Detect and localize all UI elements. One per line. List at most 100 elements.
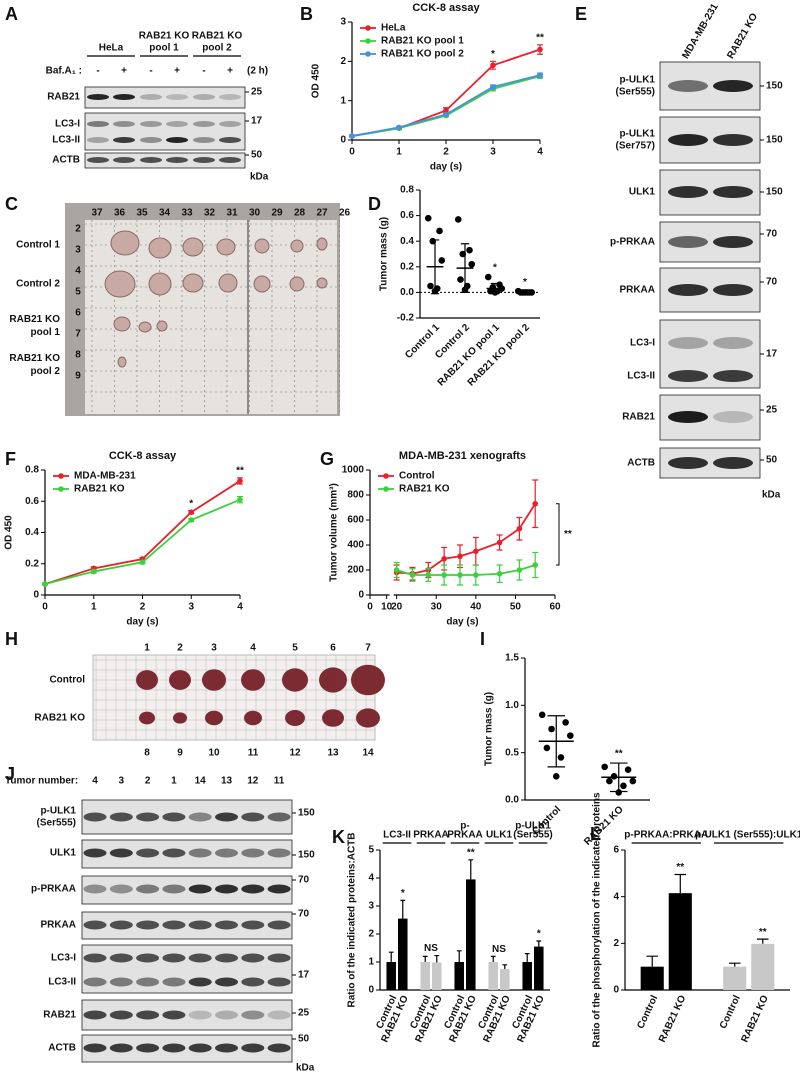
x-tick-label: RAB21 KO [582,804,626,848]
tumor [148,272,172,296]
x-tick-label: 3 [188,602,194,613]
row-label: p-PRKAA [610,237,655,248]
lane-label: 4 [92,776,98,787]
tumor-number: 8 [144,748,150,759]
row-label: RAB21 KO [34,713,85,724]
data-point [624,766,632,774]
lane-label: 3 [119,776,125,787]
ruler-number: 27 [316,208,328,219]
tumor-number: 12 [289,748,301,759]
data-point [562,719,569,726]
y-tick-label: 4 [613,891,619,902]
y-tick-label: -0.2 [397,313,415,324]
ruler-number: 30 [249,208,261,219]
blot-band [713,236,753,248]
y-tick-label: 3 [368,901,374,912]
blot-band [215,812,238,822]
blot-band [668,411,708,423]
x-tick-label: RAB21 KO [740,994,771,1045]
error-bar [524,953,530,962]
data-point [490,62,496,69]
blot-band [668,134,708,146]
bar [751,943,775,990]
tumor [319,667,347,693]
y-tick-label: 1 [368,957,374,968]
y-tick-label: 3 [340,17,346,28]
annotation: * [523,277,527,288]
blot-band [668,236,708,248]
blot-band [162,1043,186,1053]
ruler-number: 8 [75,350,81,361]
tumor-number: 2 [177,643,183,654]
x-tick-label: 30 [431,602,443,613]
y-tick-label: 800 [347,490,364,501]
tumor [138,321,152,333]
blot-band [215,884,238,894]
row-label: pool 1 [31,327,61,338]
blot-band [87,157,109,163]
tumor [244,710,262,726]
tumor-number: 9 [177,748,183,759]
row-label: RAB21 KO [9,353,60,364]
blot-band [668,284,708,296]
sd-bar [520,290,530,294]
ruler-number: 32 [204,208,216,219]
lane-group: RAB21 KO [139,31,190,42]
tumor-number: 14 [362,748,374,759]
bar [398,918,408,990]
tumor [117,356,127,368]
lane-label: Tumor number: [5,776,78,787]
lane-group: pool 1 [149,43,179,54]
tumor-number: 1 [144,643,150,654]
size-marker: 70 [298,875,310,886]
y-tick-label: 0.4 [25,527,39,538]
annotation: NS [424,943,438,954]
blot-band [241,953,265,963]
size-marker: 70 [766,229,778,240]
x-tick-label: 3 [490,147,496,158]
size-marker: 50 [251,150,263,161]
blot-band [668,80,708,92]
group-label: p-ULK1 (Ser555):ULK1 [695,830,800,841]
series-line [396,503,536,575]
data-point [516,567,523,573]
size-marker: 70 [298,909,310,920]
x-tick-label: Control [635,994,660,1031]
blot-band [713,134,753,146]
data-point [538,711,546,719]
row-label: p-ULK1 [619,129,655,140]
blot-band [188,1043,212,1053]
chart-title: MDA-MB-231 xenografts [399,450,526,462]
data-point [457,553,463,560]
blot-band [193,157,215,163]
blot-band [188,953,212,963]
tumor [316,237,328,251]
group-label: (Ser555) [513,830,552,841]
size-marker: 17 [766,349,778,360]
y-tick-label: 0.5 [505,747,519,758]
blot-band [219,137,241,143]
group-label: LC3-II [383,830,411,841]
size-marker: 150 [766,81,783,92]
tumor [289,276,305,292]
blot-frame [84,152,246,169]
ruler-number: 31 [226,208,238,219]
row-label: pool 2 [31,366,61,377]
annotation: * [491,49,495,60]
x-tick-label: 1 [396,147,402,158]
y-tick-label: 0.0 [505,795,519,806]
data-point [424,214,432,222]
sd-bar [547,715,565,768]
y-tick-label: 0 [340,135,346,146]
row-label: (Ser555) [37,818,76,829]
data-point [237,478,243,484]
blot-band [267,920,291,930]
data-point [484,273,492,281]
y-tick-label: 1000 [342,465,365,476]
y-tick-label: 400 [347,540,364,551]
blot-band [267,848,291,858]
blot-band [267,953,291,963]
bar [454,962,464,990]
data-point [532,500,539,507]
data-point [496,539,503,546]
